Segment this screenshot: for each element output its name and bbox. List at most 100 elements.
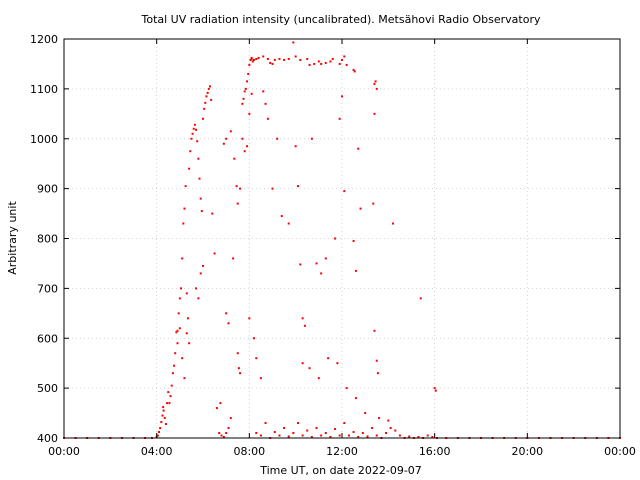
data-point <box>211 212 214 215</box>
data-point <box>359 207 362 210</box>
data-point <box>244 87 247 90</box>
data-point <box>313 62 316 65</box>
data-point <box>182 222 185 225</box>
data-point <box>199 272 202 275</box>
data-point <box>266 57 269 60</box>
data-point <box>159 427 162 430</box>
data-point <box>207 87 210 90</box>
data-point <box>262 90 265 93</box>
data-point <box>327 357 330 360</box>
data-point <box>179 287 182 290</box>
data-point <box>192 127 195 130</box>
data-point <box>186 317 189 320</box>
chart-title: Total UV radiation intensity (uncalibrat… <box>141 13 541 26</box>
data-point <box>166 402 169 405</box>
data-point <box>373 112 376 115</box>
data-point <box>343 55 346 58</box>
data-point <box>273 58 276 61</box>
data-point <box>357 147 360 150</box>
data-point <box>294 145 297 148</box>
data-point <box>163 417 166 420</box>
data-point <box>236 202 239 205</box>
data-point <box>366 435 369 438</box>
data-point <box>197 157 200 160</box>
data-point <box>174 352 177 355</box>
data-point <box>167 391 170 394</box>
data-point <box>248 63 251 66</box>
x-axis-label: Time UT, on date 2022-09-07 <box>259 464 422 477</box>
data-point <box>251 60 254 63</box>
data-point <box>242 97 245 100</box>
data-point <box>331 57 334 60</box>
data-point <box>357 436 360 439</box>
data-point <box>372 202 375 205</box>
data-point <box>239 372 242 375</box>
x-tick-label: 00:00 <box>604 445 636 458</box>
data-point <box>208 85 211 88</box>
data-point <box>262 55 265 58</box>
data-point <box>210 98 213 101</box>
data-point <box>280 215 283 218</box>
data-point <box>171 372 174 375</box>
data-point <box>371 427 374 430</box>
data-point <box>334 428 337 431</box>
y-tick-label: 800 <box>37 233 58 246</box>
data-point <box>259 377 262 380</box>
data-point <box>202 117 204 120</box>
data-point <box>389 427 392 430</box>
data-point <box>375 87 378 90</box>
data-point <box>338 434 341 437</box>
data-point <box>219 402 222 405</box>
y-tick-label: 900 <box>37 183 58 196</box>
data-point <box>345 387 348 390</box>
data-point <box>173 364 176 367</box>
data-point <box>343 190 346 193</box>
data-point <box>431 436 434 439</box>
data-point <box>255 357 258 360</box>
data-point <box>324 61 327 64</box>
data-point <box>266 117 269 120</box>
data-point <box>301 362 304 365</box>
data-point <box>287 435 290 438</box>
data-point <box>426 434 429 437</box>
x-tick-label: 00:00 <box>48 445 80 458</box>
data-point <box>310 436 313 439</box>
data-point <box>378 417 381 420</box>
data-point <box>364 412 367 415</box>
data-point <box>205 95 208 98</box>
data-point <box>306 429 309 432</box>
x-tick-label: 04:00 <box>141 445 173 458</box>
data-point <box>352 239 355 242</box>
data-point <box>183 207 186 210</box>
data-point <box>161 414 164 417</box>
data-point <box>264 422 267 425</box>
data-point <box>417 436 420 439</box>
data-point <box>287 57 290 60</box>
data-point <box>198 177 201 180</box>
data-point <box>177 312 180 315</box>
data-point <box>329 60 332 63</box>
data-point <box>257 56 260 59</box>
data-point <box>232 257 235 260</box>
data-point <box>315 427 318 430</box>
data-point <box>250 56 253 59</box>
data-point <box>190 137 193 140</box>
data-point <box>419 297 422 300</box>
data-point <box>296 185 299 188</box>
data-point <box>345 63 348 66</box>
data-point <box>278 434 281 437</box>
data-point <box>239 187 242 190</box>
data-point <box>255 432 258 435</box>
data-point <box>353 70 356 73</box>
y-tick-label: 1100 <box>30 83 58 96</box>
data-point <box>181 357 184 360</box>
data-point <box>175 331 178 334</box>
data-point <box>306 57 309 60</box>
data-point <box>197 297 200 300</box>
data-point <box>156 434 159 437</box>
data-point <box>376 372 379 375</box>
data-point <box>324 257 327 260</box>
data-point <box>168 402 171 405</box>
data-point <box>308 63 311 66</box>
